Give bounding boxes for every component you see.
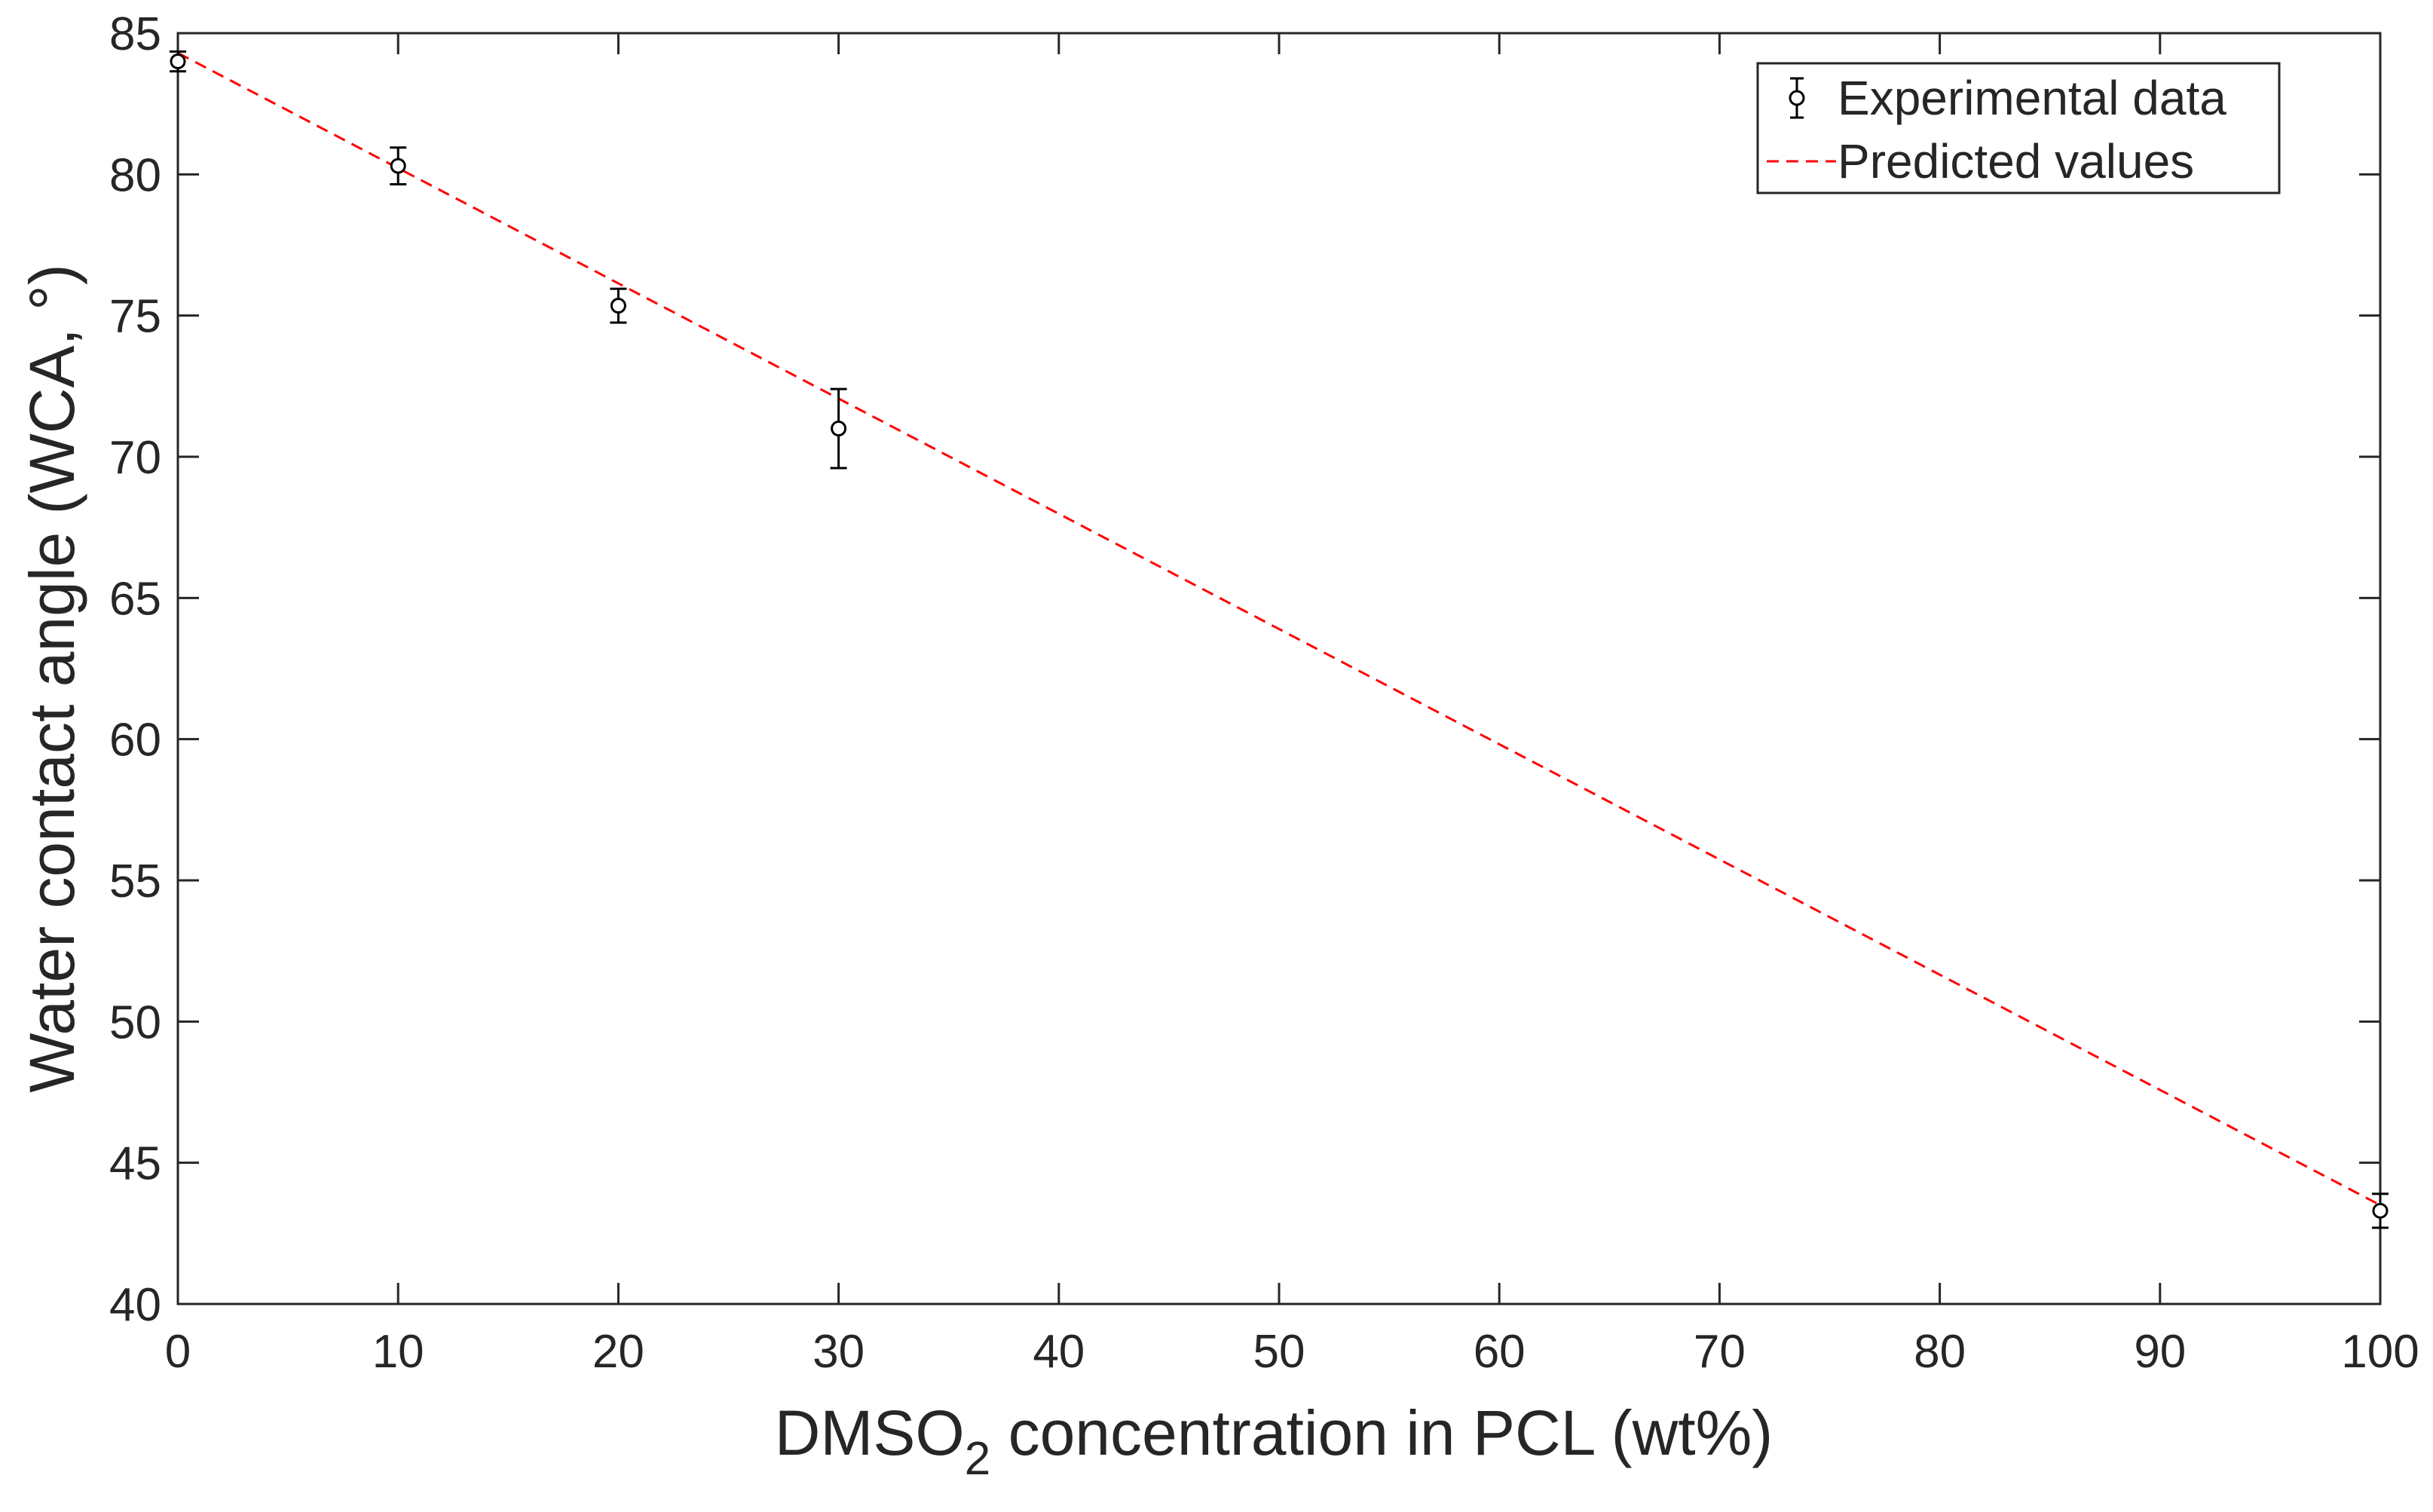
data-marker bbox=[170, 53, 186, 69]
x-axis-title: DMSO2 concentration in PCL (wt%) bbox=[775, 1397, 1773, 1485]
data-point bbox=[610, 287, 627, 324]
x-tick-label: 80 bbox=[1914, 1326, 1966, 1378]
x-tick-label: 30 bbox=[813, 1326, 865, 1378]
legend-item: Experimental data bbox=[1789, 71, 2226, 125]
data-point bbox=[170, 50, 186, 73]
x-tick-label: 40 bbox=[1033, 1326, 1085, 1378]
y-tick-label: 65 bbox=[109, 573, 161, 625]
legend-label: Experimental data bbox=[1838, 71, 2226, 125]
y-tick-label: 40 bbox=[109, 1279, 161, 1331]
legend-marker bbox=[1789, 90, 1805, 106]
data-point bbox=[390, 146, 407, 185]
y-tick-label: 85 bbox=[109, 8, 161, 60]
y-tick-label: 55 bbox=[109, 855, 161, 908]
y-tick-label: 70 bbox=[109, 432, 161, 484]
x-tick-label: 70 bbox=[1694, 1326, 1746, 1378]
y-tick-label: 45 bbox=[109, 1138, 161, 1190]
x-axis-title-rest: concentration in PCL (wt%) bbox=[990, 1397, 1773, 1468]
legend: Experimental data Predicted values bbox=[1756, 62, 2281, 194]
data-point bbox=[2372, 1192, 2389, 1229]
data-marker bbox=[390, 158, 406, 174]
y-tick-label: 80 bbox=[109, 149, 161, 201]
x-tick-label: 60 bbox=[1474, 1326, 1526, 1378]
y-tick-label: 50 bbox=[109, 996, 161, 1048]
data-point bbox=[830, 387, 847, 470]
y-tick-label: 60 bbox=[109, 715, 161, 767]
y-axis-title: Water contact angle (WCA, °) bbox=[17, 264, 87, 1092]
predicted-line bbox=[177, 51, 2381, 1207]
x-tick-label: 90 bbox=[2134, 1326, 2186, 1378]
x-axis-title-main: DMSO bbox=[775, 1397, 965, 1468]
y-axis: 40 45 50 55 60 65 70 75 80 85 bbox=[109, 8, 2380, 1331]
series-layer bbox=[170, 50, 2389, 1229]
x-axis: 0 10 20 30 40 50 60 70 80 90 100 bbox=[165, 33, 2419, 1378]
x-tick-label: 20 bbox=[592, 1326, 644, 1378]
data-marker bbox=[831, 421, 847, 437]
legend-item: Predicted values bbox=[1767, 134, 2194, 188]
legend-label: Predicted values bbox=[1838, 134, 2194, 188]
y-tick-label: 75 bbox=[109, 291, 161, 343]
x-tick-label: 50 bbox=[1253, 1326, 1305, 1378]
data-marker bbox=[2372, 1202, 2389, 1219]
x-tick-label: 100 bbox=[2341, 1326, 2419, 1378]
legend-box bbox=[1756, 62, 2281, 194]
data-marker bbox=[610, 298, 626, 314]
x-tick-label: 10 bbox=[372, 1326, 424, 1378]
x-axis-title-subscript: 2 bbox=[965, 1433, 990, 1485]
x-tick-label: 0 bbox=[165, 1326, 191, 1378]
